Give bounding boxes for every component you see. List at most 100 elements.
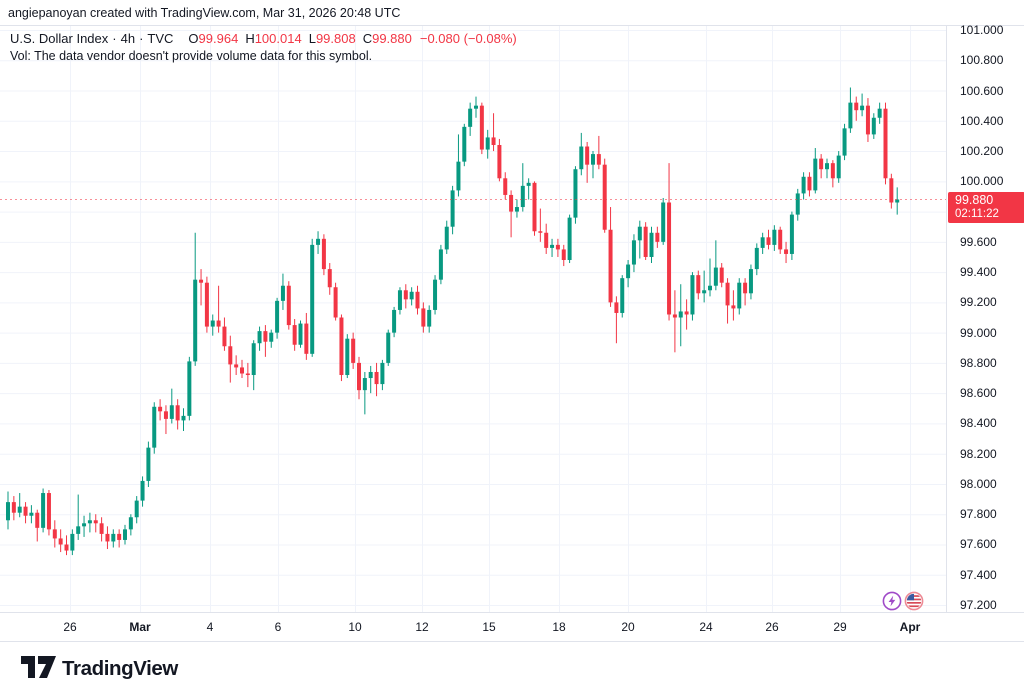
time-axis[interactable]: 26 Mar 4 6 10 12 15 18 20 24 26 29 Apr bbox=[0, 613, 946, 641]
candle-body bbox=[514, 207, 519, 212]
candle-body bbox=[46, 493, 51, 530]
candle-body bbox=[357, 362, 361, 391]
price-axis[interactable]: 101.000 100.800 100.600 100.400 100.200 100.0… bbox=[946, 23, 1024, 613]
price-tick-label: 99.200 bbox=[960, 295, 997, 310]
candle-body bbox=[123, 529, 127, 540]
candle-body bbox=[544, 232, 549, 248]
volume-note: Vol: The data vendor doesn't provide vol… bbox=[10, 49, 373, 63]
interval-label: 4h bbox=[120, 31, 136, 46]
lightning-icon[interactable] bbox=[882, 591, 902, 616]
candle-body bbox=[661, 202, 666, 242]
candle-body bbox=[801, 176, 806, 194]
candle-body bbox=[719, 267, 724, 283]
candle-body bbox=[6, 502, 10, 521]
candle-body bbox=[251, 343, 256, 376]
attribution-text: angiepanoyan created with TradingView.co… bbox=[8, 6, 401, 20]
candle-body bbox=[64, 544, 69, 551]
candle-body bbox=[204, 282, 209, 327]
time-tick-label: Apr bbox=[899, 620, 921, 634]
candle-body bbox=[620, 278, 625, 313]
candle-body bbox=[87, 520, 92, 524]
candle-body bbox=[134, 500, 139, 518]
candle-body bbox=[643, 226, 648, 257]
candle-body bbox=[351, 338, 356, 363]
candle-body bbox=[240, 367, 244, 374]
us-flag-icon[interactable] bbox=[904, 591, 924, 616]
price-tick-label: 99.600 bbox=[960, 234, 997, 249]
candle-body bbox=[216, 320, 221, 327]
candle-body bbox=[889, 178, 894, 203]
candle-body bbox=[70, 533, 75, 551]
candle-body bbox=[713, 267, 718, 286]
candle-body bbox=[298, 323, 303, 345]
chart-legend: U.S. Dollar Index · 4h · TVC O99.964 H100.014 L… bbox=[10, 31, 517, 46]
candle-body bbox=[479, 105, 484, 150]
price-tick-label: 98.400 bbox=[960, 416, 997, 431]
candle-body bbox=[286, 285, 291, 326]
candle-body bbox=[368, 371, 373, 379]
tradingview-logo-icon bbox=[21, 656, 56, 678]
candle-body bbox=[737, 282, 742, 309]
candle-body bbox=[743, 282, 748, 294]
legend-separator: · bbox=[139, 31, 144, 46]
candle-body bbox=[158, 406, 163, 412]
candle-body bbox=[503, 178, 508, 195]
candle-body bbox=[304, 323, 309, 354]
candle-body bbox=[146, 447, 151, 481]
candle-body bbox=[327, 269, 332, 288]
candle-body bbox=[778, 229, 783, 250]
price-tick-label: 100.000 bbox=[960, 174, 1004, 189]
tradingview-logo[interactable]: TradingView bbox=[20, 654, 190, 685]
time-tick-label: 29 bbox=[833, 620, 847, 634]
candle-body bbox=[462, 126, 467, 162]
candle-body bbox=[333, 287, 338, 318]
candle-body bbox=[631, 240, 636, 265]
candle-body bbox=[573, 169, 578, 218]
candle-body bbox=[468, 108, 473, 127]
candle-body bbox=[280, 285, 285, 301]
candle-body bbox=[748, 269, 753, 294]
candle-body bbox=[76, 526, 81, 534]
candle-body bbox=[23, 506, 28, 516]
widget-corner-icons bbox=[882, 591, 924, 616]
candle-body bbox=[614, 302, 619, 313]
candle-body bbox=[784, 249, 789, 254]
candle-body bbox=[836, 155, 841, 179]
candle-body bbox=[193, 279, 198, 362]
price-tick-label: 99.000 bbox=[960, 325, 997, 340]
candle-body bbox=[181, 415, 186, 421]
time-tick-label: 4 bbox=[206, 620, 214, 634]
exchange-label: TVC bbox=[147, 31, 174, 46]
candle-body bbox=[766, 237, 771, 245]
candle-body bbox=[772, 229, 777, 245]
close-value: 99.880 bbox=[372, 31, 412, 46]
candle-body bbox=[895, 199, 900, 203]
candle-body bbox=[626, 264, 631, 279]
candle-body bbox=[228, 346, 233, 365]
candle-body bbox=[830, 163, 835, 179]
candle-body bbox=[877, 108, 882, 118]
candle-body bbox=[111, 533, 116, 542]
candle-body bbox=[386, 332, 391, 363]
candle-body bbox=[550, 244, 555, 248]
candle-body bbox=[825, 163, 829, 170]
candle-body bbox=[199, 279, 204, 283]
price-tick-label: 98.600 bbox=[960, 386, 997, 401]
price-tick-label: 101.000 bbox=[960, 23, 1004, 37]
candle-body bbox=[438, 249, 443, 280]
candle-body bbox=[392, 309, 397, 333]
candlestick-chart[interactable] bbox=[0, 0, 1024, 650]
candle-body bbox=[538, 231, 543, 233]
candle-body bbox=[491, 137, 496, 146]
bar-countdown: 02:11:22 bbox=[955, 207, 999, 220]
candle-body bbox=[374, 371, 379, 385]
candle-body bbox=[690, 275, 695, 315]
price-tick-label: 97.200 bbox=[960, 598, 997, 613]
legend-separator: · bbox=[112, 31, 117, 46]
candle-body bbox=[731, 305, 736, 309]
candle-body bbox=[245, 373, 250, 376]
candle-body bbox=[561, 249, 566, 261]
high-value: 100.014 bbox=[254, 31, 302, 46]
candle-body bbox=[269, 332, 274, 342]
price-tick-label: 100.200 bbox=[960, 144, 1004, 159]
